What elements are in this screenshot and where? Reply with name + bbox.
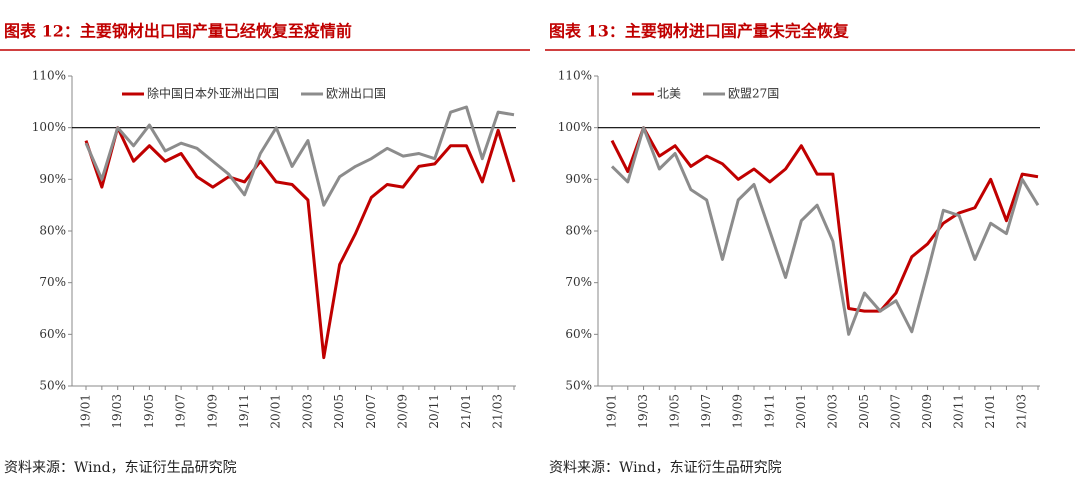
y-tick-label: 100% <box>32 120 66 134</box>
legend-label: 欧盟27国 <box>728 87 779 101</box>
x-tick-label: 19/03 <box>110 394 124 429</box>
y-tick-label: 70% <box>565 275 592 289</box>
y-tick-label: 70% <box>39 275 66 289</box>
x-tick-label: 21/01 <box>983 394 997 429</box>
legend-label: 欧洲出口国 <box>326 87 386 101</box>
x-tick-label: 20/07 <box>889 394 903 429</box>
legend-label: 北美 <box>657 87 681 101</box>
x-tick-label: 21/03 <box>1015 394 1029 429</box>
x-tick-label: 20/03 <box>825 394 839 429</box>
x-tick-label: 21/03 <box>491 394 505 429</box>
y-tick-label: 110% <box>558 69 592 83</box>
x-tick-label: 19/11 <box>762 394 776 429</box>
x-tick-label: 20/11 <box>952 394 966 429</box>
y-tick-label: 80% <box>565 224 592 238</box>
x-tick-label: 19/07 <box>699 394 713 429</box>
y-tick-label: 50% <box>565 379 592 393</box>
y-tick-label: 90% <box>39 172 66 186</box>
x-tick-label: 19/09 <box>205 394 219 429</box>
y-tick-label: 60% <box>565 327 592 341</box>
x-tick-label: 19/09 <box>731 394 745 429</box>
y-tick-label: 80% <box>39 224 66 238</box>
y-tick-label: 50% <box>39 379 66 393</box>
x-tick-label: 19/05 <box>668 394 682 429</box>
chart-title: 图表 13：主要钢材进口国产量未完全恢复 <box>549 22 850 41</box>
x-tick-label: 19/05 <box>142 394 156 429</box>
series-line <box>84 105 515 207</box>
x-tick-label: 19/01 <box>79 394 93 429</box>
x-tick-label: 19/03 <box>636 394 650 429</box>
x-tick-label: 20/07 <box>364 394 378 429</box>
series-line <box>84 126 516 360</box>
series-line <box>610 126 1039 313</box>
x-tick-label: 20/01 <box>269 394 283 429</box>
y-tick-label: 110% <box>32 69 66 83</box>
series-line <box>610 126 1040 336</box>
x-tick-label: 20/05 <box>332 394 346 429</box>
y-tick-label: 60% <box>39 327 66 341</box>
x-tick-label: 20/09 <box>920 394 934 429</box>
y-tick-label: 100% <box>558 120 592 134</box>
y-tick-label: 90% <box>565 172 592 186</box>
x-tick-label: 19/11 <box>237 394 251 429</box>
x-tick-label: 20/09 <box>396 394 410 429</box>
x-tick-label: 19/01 <box>605 394 619 429</box>
chart-title: 图表 12：主要钢材出口国产量已经恢复至疫情前 <box>4 22 352 41</box>
x-tick-label: 21/01 <box>459 394 473 429</box>
source: 资料来源：Wind，东证衍生品研究院 <box>4 460 237 476</box>
x-tick-label: 20/05 <box>857 394 871 429</box>
x-tick-label: 20/01 <box>794 394 808 429</box>
legend-label: 除中国日本外亚洲出口国 <box>147 86 279 101</box>
x-tick-label: 20/11 <box>427 394 441 429</box>
x-tick-label: 20/03 <box>300 394 314 429</box>
x-tick-label: 19/07 <box>174 394 188 429</box>
source: 资料来源：Wind，东证衍生品研究院 <box>549 460 782 476</box>
